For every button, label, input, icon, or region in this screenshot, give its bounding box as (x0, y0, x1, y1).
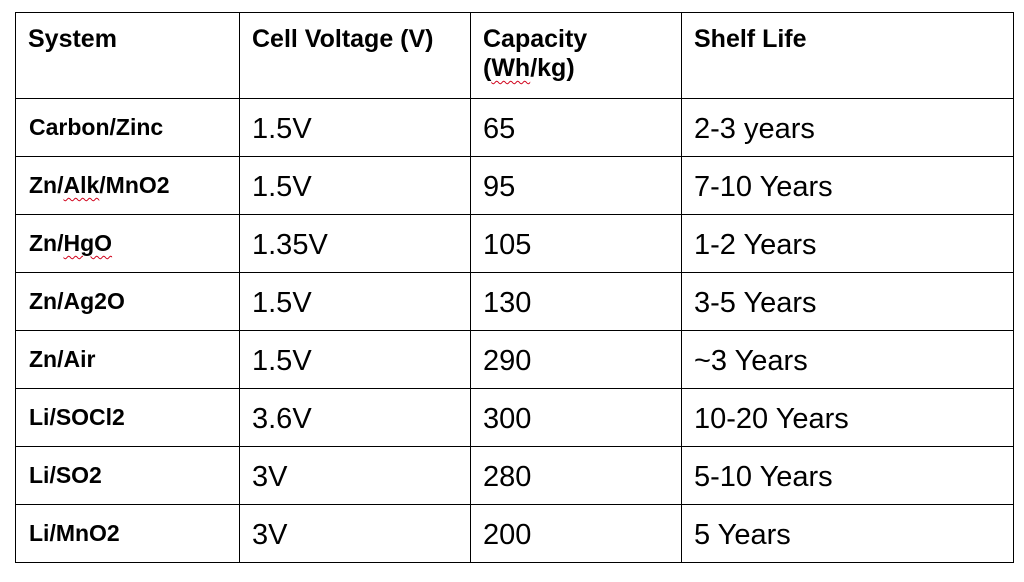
table-row: Zn/HgO 1.35V 105 1-2 Years (15, 214, 1014, 273)
capacity-cell: 65 (483, 113, 516, 145)
capacity-cell: 200 (483, 519, 532, 551)
system-cell: Zn/HgO (16, 215, 239, 256)
system-flagged-word: HgO (63, 230, 113, 256)
header-cell-system: System (15, 12, 240, 99)
shelf-life-cell: 5 Years (694, 519, 791, 551)
system-cell: Zn/Alk/MnO2 (16, 157, 239, 198)
voltage-cell: 1.35V (252, 229, 328, 261)
table-header-row: System Cell Voltage (V) Capacity (Wh/kg) … (15, 12, 1014, 99)
system-suffix: /MnO2 (99, 172, 170, 198)
header-capacity-paren-open: ( (483, 54, 492, 82)
header-capacity: Capacity (Wh/kg) (471, 13, 681, 83)
system-prefix: Zn/ (29, 230, 64, 256)
table-row: Zn/Ag2O 1.5V 130 3-5 Years (15, 272, 1014, 331)
system-cell: Li/SOCl2 (29, 404, 125, 430)
system-cell: Li/MnO2 (29, 520, 120, 546)
voltage-cell: 3V (252, 519, 288, 551)
capacity-cell: 95 (483, 171, 516, 203)
capacity-cell: 280 (483, 461, 532, 493)
battery-systems-table: System Cell Voltage (V) Capacity (Wh/kg) … (15, 12, 1014, 563)
capacity-cell: 130 (483, 287, 532, 319)
voltage-cell: 1.5V (252, 345, 312, 377)
header-cell-voltage: Cell Voltage (V) (239, 12, 471, 99)
capacity-cell: 105 (483, 229, 532, 261)
system-prefix: Zn/ (29, 172, 64, 198)
header-capacity-unit-rest: /kg) (530, 54, 575, 82)
header-cell-shelf-life: Shelf Life (681, 12, 1014, 99)
voltage-cell: 3.6V (252, 403, 312, 435)
header-system: System (28, 25, 117, 53)
header-capacity-line1: Capacity (483, 25, 588, 53)
shelf-life-cell: 10-20 Years (694, 403, 849, 435)
header-shelf-life: Shelf Life (694, 25, 807, 53)
table-row: Li/SOCl2 3.6V 300 10-20 Years (15, 388, 1014, 447)
table-row: Zn/Air 1.5V 290 ~3 Years (15, 330, 1014, 389)
voltage-cell: 3V (252, 461, 288, 493)
shelf-life-cell: 5-10 Years (694, 461, 833, 493)
system-cell: Zn/Ag2O (29, 288, 125, 314)
shelf-life-cell: 2-3 years (694, 113, 815, 145)
header-capacity-unit-flagged: Wh (491, 54, 531, 82)
table-row: Li/MnO2 3V 200 5 Years (15, 504, 1014, 563)
table-row: Carbon/Zinc 1.5V 65 2-3 years (15, 98, 1014, 157)
header-cell-voltage-label: Cell Voltage (V) (252, 25, 434, 53)
capacity-cell: 300 (483, 403, 532, 435)
header-cell-capacity: Capacity (Wh/kg) (470, 12, 682, 99)
shelf-life-cell: 1-2 Years (694, 229, 817, 261)
voltage-cell: 1.5V (252, 287, 312, 319)
system-cell: Li/SO2 (29, 462, 102, 488)
system-cell: Zn/Air (29, 346, 96, 372)
system-flagged-word: Alk (63, 172, 100, 198)
table-row: Li/SO2 3V 280 5-10 Years (15, 446, 1014, 505)
shelf-life-cell: 3-5 Years (694, 287, 817, 319)
system-cell: Carbon/Zinc (29, 114, 164, 140)
voltage-cell: 1.5V (252, 171, 312, 203)
table-row: Zn/Alk/MnO2 1.5V 95 7-10 Years (15, 156, 1014, 215)
shelf-life-cell: 7-10 Years (694, 171, 833, 203)
shelf-life-cell: ~3 Years (694, 345, 808, 377)
capacity-cell: 290 (483, 345, 532, 377)
voltage-cell: 1.5V (252, 113, 312, 145)
